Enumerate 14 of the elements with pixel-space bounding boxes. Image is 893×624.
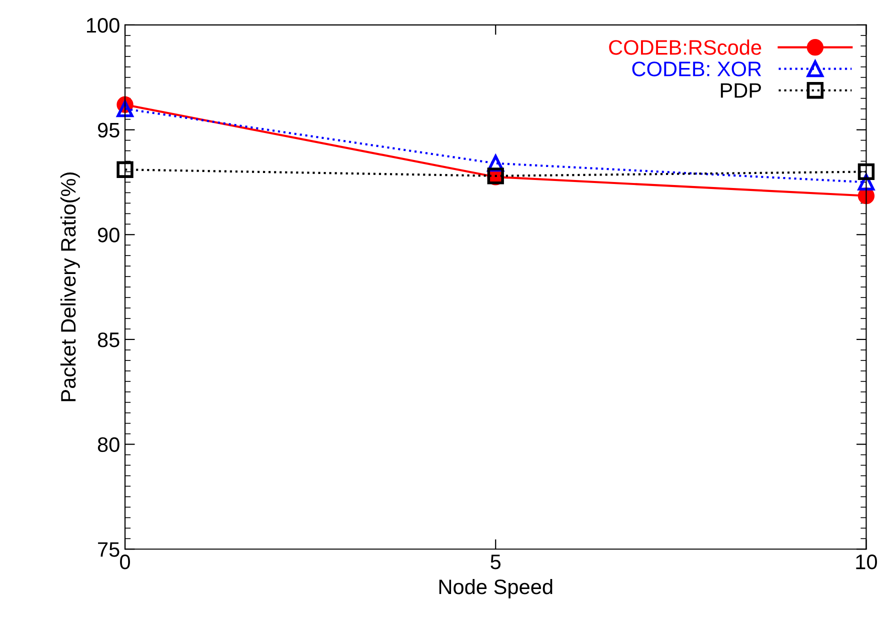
y-tick-label: 85 (98, 332, 120, 348)
x-axis-title: Node Speed (439, 578, 552, 598)
legend-label: CODEB: XOR (632, 62, 762, 76)
x-tick-label: 0 (120, 554, 130, 570)
y-tick-label: 80 (98, 437, 120, 452)
y-tick-label: 100 (86, 18, 120, 33)
x-tick-label: 10 (856, 554, 877, 570)
y-axis-title: Packet Delivery Ratio(%) (60, 172, 80, 402)
legend-label: CODEB:RScode (609, 40, 762, 55)
y-tick-label: 90 (98, 228, 120, 242)
x-tick-label: 5 (490, 554, 501, 570)
legend-label: PDP (720, 83, 761, 98)
y-tick-label: 75 (98, 542, 120, 557)
y-tick-label: 95 (98, 122, 120, 138)
